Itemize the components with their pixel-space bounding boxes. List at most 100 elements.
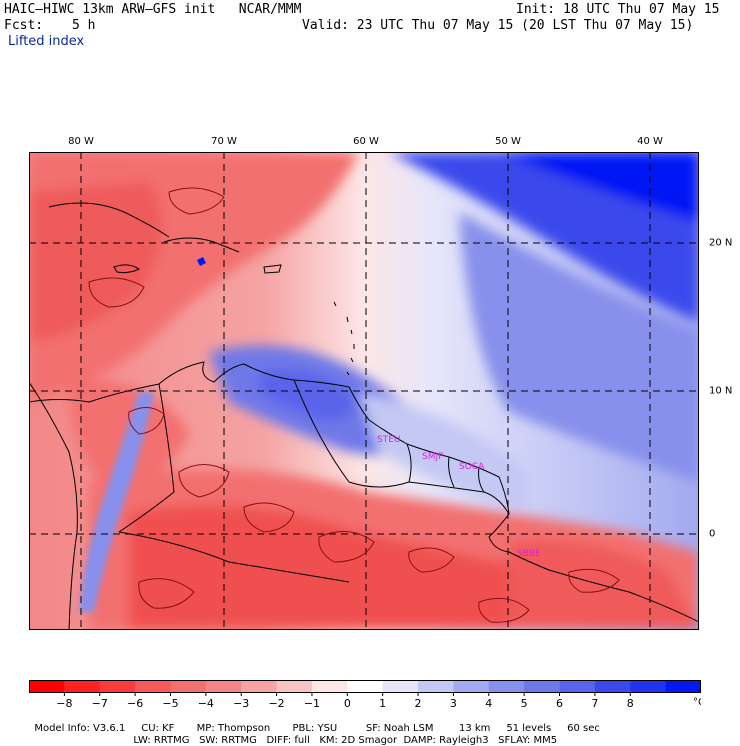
- legend-tick-labels: −8 −7 −6 −5 −4 −3 −2 −1 0 1 2 3 4 5 6 7 8: [56, 693, 634, 710]
- legend-tick-label: −8: [56, 697, 72, 710]
- legend-box: [453, 680, 490, 693]
- lesser-antilles: [333, 301, 355, 376]
- legend-box: [382, 680, 419, 693]
- contour-10: [478, 597, 530, 623]
- legend-box: [347, 680, 384, 693]
- forecast-hour: 5 h: [72, 18, 96, 33]
- field-red-west-core: [29, 182, 162, 342]
- station-smjp: SMJP: [422, 452, 444, 462]
- info-diff: DIFF: full: [266, 735, 310, 746]
- legend-outline: [29, 680, 701, 693]
- legend-tick-label: −4: [198, 697, 214, 710]
- lat-label-0: 0: [709, 528, 716, 540]
- station-soca: SOCA: [459, 462, 485, 472]
- contour-2: [178, 464, 230, 498]
- legend-tick-label: 7: [591, 697, 598, 710]
- field-name: Lifted index: [8, 34, 85, 49]
- model-title: HAIC–HIWC 13km ARW–GFS init NCAR/MMM: [4, 2, 302, 17]
- lifted-index-map: STEU SMJP SOCA SBBE: [29, 152, 699, 630]
- info-mp: MP: Thompson: [196, 723, 271, 734]
- contour-8: [168, 187, 225, 215]
- init-time: Init: 18 UTC Thu 07 May 15: [516, 2, 720, 17]
- coast-hispaniola: [163, 237, 240, 253]
- coast-central-america: [29, 381, 78, 630]
- coast-cuba: [48, 202, 170, 238]
- legend-tick-label: −7: [92, 697, 108, 710]
- legend-box: [630, 680, 667, 693]
- contours: [88, 187, 620, 623]
- info-sf: SF: Noah LSM: [365, 723, 434, 734]
- lat-label-10n: 10 N: [709, 385, 733, 397]
- border-venezuela-brazil: [293, 379, 510, 515]
- field-blue-interior: [359, 392, 529, 512]
- legend-tick-label: −2: [268, 697, 284, 710]
- lon-label-40w: 40 W: [637, 136, 663, 147]
- legend-tick-label: 0: [344, 697, 351, 710]
- info-km: KM: 2D Smagor: [319, 735, 398, 746]
- info-damp: DAMP: Rayleigh3: [403, 735, 489, 746]
- legend-tick-label: −6: [127, 697, 143, 710]
- legend-box: [135, 680, 171, 693]
- legend-tick-label: −5: [162, 697, 178, 710]
- field-andes-streak: [79, 392, 154, 612]
- legend-tick-label: 8: [627, 697, 634, 710]
- coast-puerto-rico: [263, 264, 282, 274]
- coastlines: [29, 202, 699, 630]
- legend-tick-label: −1: [304, 697, 320, 710]
- forecast-label: Fcst:: [4, 18, 44, 33]
- field-shading: [29, 152, 699, 630]
- legend-box: [594, 680, 631, 693]
- info-sflay: SFLAY: MM5: [498, 735, 558, 746]
- legend-box: [64, 680, 101, 693]
- field-blue-east: [459, 212, 699, 482]
- field-blue-ne-core: [499, 152, 699, 222]
- info-levels: 51 levels: [506, 723, 552, 734]
- model-info-line1: Model Info: V3.6.1 CU: KF MP: Thompson P…: [28, 712, 600, 734]
- legend-boxes: [29, 680, 701, 693]
- border-peru: [118, 531, 350, 583]
- legend-box: [418, 680, 454, 693]
- legend-box: [524, 680, 561, 693]
- legend-unit: °C: [693, 697, 701, 708]
- contour-5: [408, 547, 455, 573]
- legend-box: [205, 680, 242, 693]
- island-antilles-3: [350, 329, 353, 335]
- map-frame: [29, 152, 699, 630]
- border-guianas-1: [406, 443, 412, 483]
- legend-tick-label: 3: [450, 697, 457, 710]
- island-antilles-6: [346, 371, 350, 376]
- station-steu: STEU: [377, 435, 400, 445]
- island-antilles-2: [346, 316, 349, 323]
- contour-9: [138, 578, 195, 609]
- contour-7: [88, 277, 145, 308]
- field-dark-blue-spot: [197, 257, 206, 266]
- field-blue-coast-core: [259, 369, 356, 422]
- legend-tick-label: 2: [415, 697, 422, 710]
- info-cu: CU: KF: [141, 723, 175, 734]
- border-guianas-3: [478, 466, 485, 493]
- valid-time: Valid: 23 UTC Thu 07 May 15 (20 LST Thu …: [302, 18, 694, 33]
- contour-1: [128, 407, 165, 435]
- field-red-amazon-core: [129, 505, 549, 630]
- legend-box: [276, 680, 313, 693]
- border-guianas-2: [448, 456, 455, 488]
- legend-box: [311, 680, 348, 693]
- lon-label-60w: 60 W: [353, 136, 379, 147]
- legend-tick-label: 1: [379, 697, 386, 710]
- lat-label-20n: 20 N: [709, 237, 733, 249]
- field-red-brazil: [509, 540, 699, 630]
- legend-tick-label: 6: [556, 697, 563, 710]
- lon-label-80w: 80 W: [68, 136, 94, 147]
- legend-tick-label: 4: [485, 697, 492, 710]
- model-info-line2: LW: RRTMG SW: RRTMG DIFF: full KM: 2D Sm…: [127, 724, 557, 746]
- station-sbbe: SBBE: [517, 549, 541, 559]
- lon-label-50w: 50 W: [495, 136, 521, 147]
- info-timestep: 60 sec: [567, 723, 600, 734]
- info-version: Model Info: V3.6.1: [34, 723, 126, 734]
- legend-tick-label: −3: [233, 697, 249, 710]
- coast-south-america: [29, 361, 699, 623]
- island-antilles-1: [333, 301, 337, 307]
- island-antilles-5: [350, 357, 354, 363]
- legend-box: [99, 680, 136, 693]
- lon-label-70w: 70 W: [211, 136, 237, 147]
